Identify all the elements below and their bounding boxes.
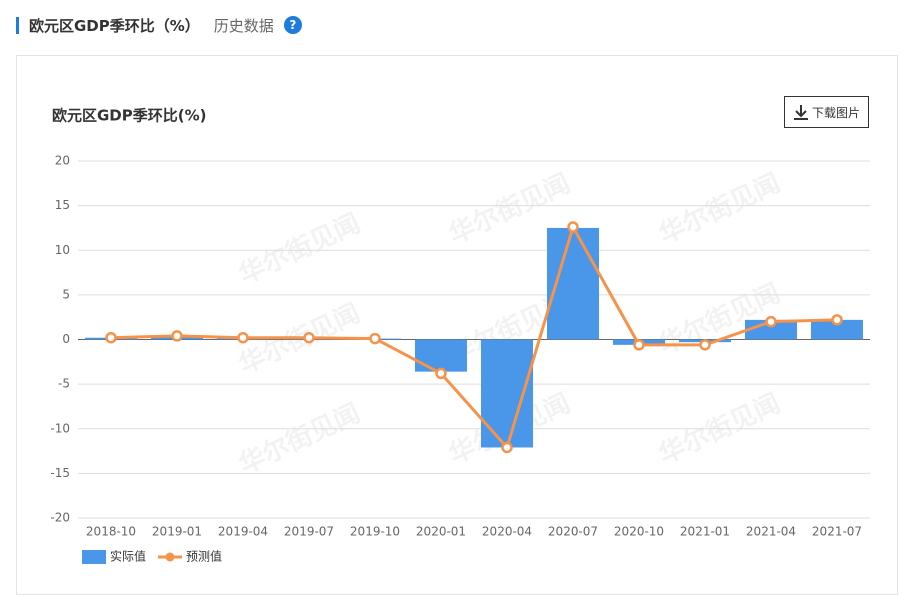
point (105, 331, 117, 344)
accent-bar (16, 16, 19, 34)
help-icon[interactable]: ? (283, 16, 302, 34)
x-tick-label: 2019-04 (218, 525, 268, 539)
y-tick-label: -20 (50, 511, 70, 525)
legend-swatch (82, 550, 106, 564)
legend-swatch (165, 552, 175, 562)
y-tick-label: 20 (55, 154, 70, 168)
x-tick-label: 2021-07 (812, 525, 862, 539)
page: {"header":{"title":"欧元区GDP季环比（%）","link"… (16, 14, 898, 595)
history-link[interactable]: 历史数据 (213, 16, 274, 35)
bar (811, 319, 863, 340)
point (501, 441, 513, 454)
y-tick-label: 5 (62, 287, 70, 301)
x-tick-label: 2021-01 (680, 525, 730, 539)
x-tick-label: 2018-10 (86, 525, 136, 539)
download-icon (793, 105, 808, 120)
x-tick-label: 2020-10 (614, 525, 664, 539)
y-tick-label: -10 (50, 421, 70, 435)
watermark: 华尔街见闻 (654, 168, 785, 251)
bar (481, 339, 533, 448)
chart-title: 欧元区GDP季环比(%) (52, 107, 207, 125)
point (831, 314, 843, 326)
legend-label: 预测值 (186, 549, 222, 564)
point (303, 331, 315, 344)
bar (415, 339, 467, 372)
x-tick-label: 2020-04 (482, 525, 532, 539)
download-label: 下载图片 (811, 105, 860, 120)
header: 欧元区GDP季环比（%） 历史数据 ? (16, 14, 302, 36)
line (110, 223, 838, 451)
y-tick-label: 10 (55, 243, 70, 257)
y-tick-label: 15 (55, 198, 70, 212)
x-tick-label: 2020-07 (548, 525, 598, 539)
point (765, 315, 777, 328)
point (699, 339, 711, 351)
x-tick-label: 2019-07 (284, 525, 334, 539)
page-title: 欧元区GDP季环比（%） (29, 16, 200, 35)
download-button[interactable]: 下载图片 (784, 96, 869, 128)
x-tick-label: 2019-01 (152, 525, 202, 539)
watermark: 华尔街见闻 (234, 398, 365, 481)
point (435, 367, 447, 380)
x-tick-label: 2020-01 (416, 525, 466, 539)
y-tick-label: 0 (62, 332, 70, 346)
watermark: 华尔街见闻 (654, 278, 785, 361)
point (369, 332, 381, 345)
watermark: 华尔街见闻 (234, 208, 365, 291)
point (633, 339, 645, 351)
point (567, 221, 579, 233)
y-tick-label: -15 (50, 466, 70, 480)
legend-label: 实际值 (110, 549, 146, 564)
point (171, 330, 183, 342)
y-tick-label: -5 (58, 377, 70, 391)
x-tick-label: 2019-10 (350, 525, 400, 539)
point (237, 331, 249, 344)
x-tick-label: 2021-04 (746, 525, 796, 539)
